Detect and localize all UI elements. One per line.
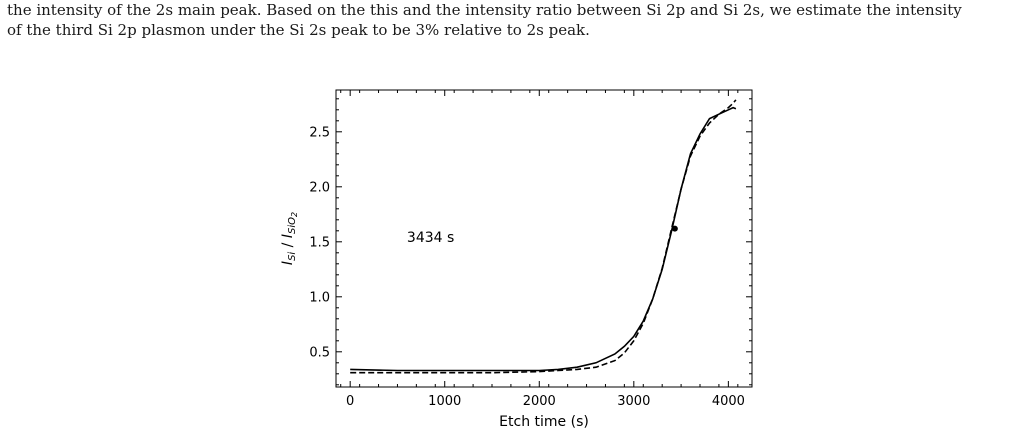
y-axis-label: ISi / ISiO2 xyxy=(280,212,299,265)
plot-area-frame xyxy=(335,89,753,388)
y-axis-label-base1: I xyxy=(280,261,296,265)
annotation-label: 3434 s xyxy=(407,230,454,246)
y-tick-label: 1.5 xyxy=(309,235,330,250)
y-axis-label-sub1: Si xyxy=(287,252,298,261)
paper-text-line: the intensity of the 2s main peak. Based… xyxy=(7,1,962,19)
x-tick-label: 3000 xyxy=(617,394,650,409)
y-tick-label: 1.0 xyxy=(309,290,330,305)
axis-tick-labels: 0 1000 2000 3000 4000 0.5 1.0 1.5 2.0 2.5 xyxy=(309,125,745,409)
series-group xyxy=(350,99,737,374)
x-tick-label: 4000 xyxy=(712,394,745,409)
y-axis-label-base2: I xyxy=(280,234,296,238)
y-tick-label: 2.5 xyxy=(309,125,330,140)
paper-body-text: the intensity of the 2s main peak. Based… xyxy=(7,0,1022,40)
y-axis-label-sub2-sub: 2 xyxy=(290,212,299,217)
x-axis-label: Etch time (s) xyxy=(499,414,589,430)
series-line-dashed xyxy=(350,99,737,374)
figure-chart: 0 1000 2000 3000 4000 0.5 1.0 1.5 2.0 2.5 3434 s … xyxy=(270,80,770,439)
paper-text-line: of the third Si 2p plasmon under the Si … xyxy=(7,21,590,39)
x-tick-label: 1000 xyxy=(428,394,461,409)
x-tick-label: 2000 xyxy=(523,394,556,409)
x-tick-label: 0 xyxy=(346,394,354,409)
y-axis-label-sub2: SiO xyxy=(287,217,298,234)
data-point-marker xyxy=(671,225,678,232)
axis-ticks xyxy=(336,90,752,387)
y-tick-label: 2.0 xyxy=(309,180,330,195)
y-tick-label: 0.5 xyxy=(309,345,330,360)
y-axis-label-sep: / xyxy=(280,238,296,252)
